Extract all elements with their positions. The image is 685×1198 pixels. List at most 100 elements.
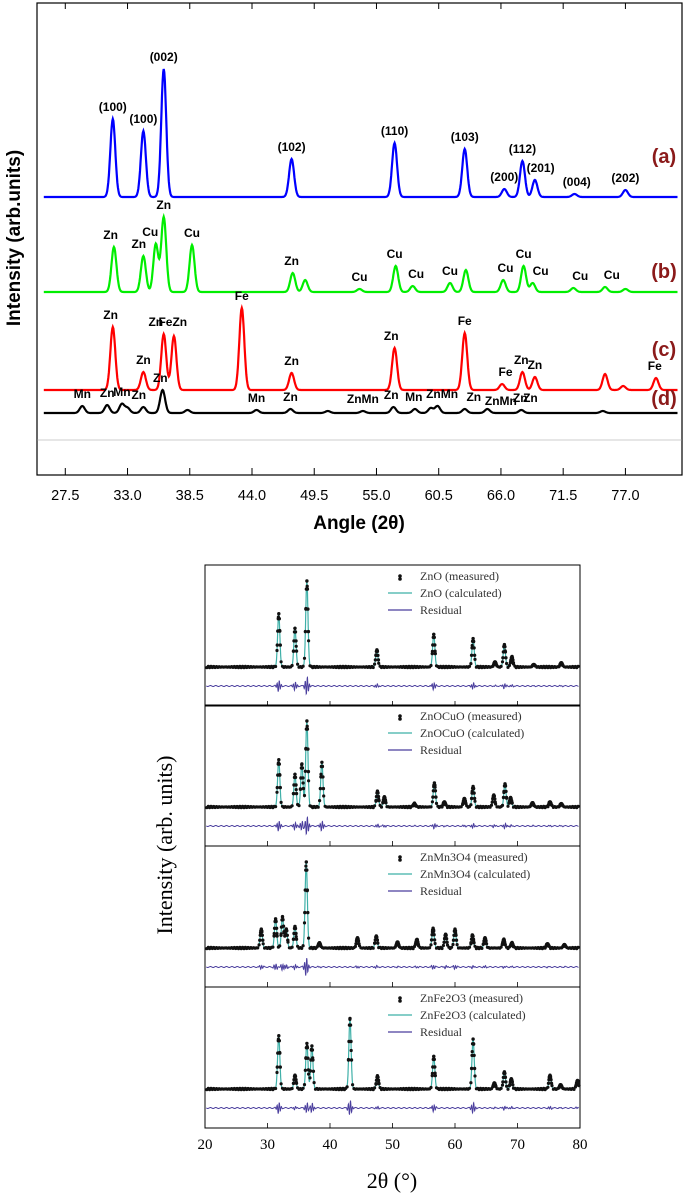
measured-point <box>303 629 308 634</box>
peak-label: Zn <box>466 390 481 404</box>
measured-point <box>277 758 281 762</box>
peak-label: Cu <box>604 268 620 282</box>
measured-point <box>433 649 437 653</box>
measured-point <box>481 942 486 946</box>
legend-measured-marker <box>398 996 402 1000</box>
legend-calculated-label: ZnO (calculated) <box>420 586 502 600</box>
measured-point <box>505 1084 509 1088</box>
measured-point <box>301 781 305 785</box>
measured-point <box>433 789 438 793</box>
measured-point <box>471 1037 475 1041</box>
measured-point <box>510 1080 514 1084</box>
legend-measured-marker <box>398 574 402 578</box>
measured-point <box>473 799 477 803</box>
measured-points <box>205 1016 581 1092</box>
peak-label: (103) <box>451 130 479 144</box>
measured-point <box>432 632 436 636</box>
measured-point <box>278 643 282 647</box>
measured-point <box>301 664 305 668</box>
peak-label: Cu <box>572 269 588 283</box>
measured-point <box>377 661 381 665</box>
peak-label: (110) <box>381 124 408 138</box>
measured-point <box>377 798 381 803</box>
measured-point <box>470 643 474 648</box>
peak-label: Zn <box>284 254 299 268</box>
measured-point <box>322 794 326 798</box>
peak-label: Zn <box>131 388 146 402</box>
measured-point <box>429 1085 433 1090</box>
legend-calculated-label: ZnMn3O4 (calculated) <box>420 867 530 881</box>
measured-point <box>576 664 580 669</box>
measured-point <box>274 805 278 809</box>
measured-point <box>560 1085 564 1089</box>
peak-label: (102) <box>278 140 306 154</box>
measured-point <box>503 1071 507 1076</box>
peak-label: (100) <box>99 100 127 114</box>
peak-label: Zn <box>136 353 151 367</box>
measured-point <box>305 1041 309 1046</box>
measured-point <box>429 938 434 942</box>
measured-point <box>533 664 537 668</box>
measured-point <box>451 942 455 947</box>
measured-point <box>472 653 477 657</box>
legend-measured-label: ZnOCuO (measured) <box>420 709 522 723</box>
measured-point <box>467 664 472 669</box>
measured-point <box>294 1081 299 1086</box>
measured-point <box>291 937 296 941</box>
measured-point <box>467 1086 472 1090</box>
peak-label: (100) <box>129 112 157 126</box>
measured-points <box>205 719 580 810</box>
measured-point <box>397 943 401 948</box>
measured-point <box>506 1087 510 1091</box>
measured-point <box>373 941 377 945</box>
residual-line <box>206 675 579 696</box>
measured-point <box>290 663 294 668</box>
series-line-3 <box>43 388 678 415</box>
measured-point <box>492 794 496 798</box>
measured-point <box>549 803 554 807</box>
measured-point <box>294 937 299 941</box>
measured-point <box>430 800 434 804</box>
series-letter: (b) <box>651 261 677 283</box>
measured-point <box>499 664 503 669</box>
measured-point <box>499 1086 503 1090</box>
measured-point <box>277 617 281 621</box>
top-chart-x-axis-label: Angle (2θ) <box>313 513 405 534</box>
measured-point <box>473 657 477 662</box>
measured-point <box>375 649 380 654</box>
measured-point <box>294 649 299 653</box>
peak-label: ZnMn <box>347 392 379 406</box>
measured-point <box>274 1086 278 1091</box>
measured-point <box>261 938 265 942</box>
measured-point <box>377 1082 381 1086</box>
measured-point <box>257 943 261 947</box>
measured-point <box>305 719 309 723</box>
measured-point <box>275 785 279 790</box>
x-tick-label: 71.5 <box>549 488 577 504</box>
measured-point <box>278 1065 282 1069</box>
measured-point <box>307 1072 311 1076</box>
peak-label: Zn <box>284 354 299 368</box>
measured-point <box>432 933 436 937</box>
measured-point <box>576 945 580 950</box>
measured-point <box>307 936 311 940</box>
measured-point <box>308 1069 313 1073</box>
measured-point <box>349 1039 353 1044</box>
measured-point <box>414 803 418 808</box>
measured-point <box>504 795 509 800</box>
measured-point <box>302 793 307 798</box>
measured-point <box>302 1083 307 1087</box>
measured-point <box>301 1086 305 1090</box>
peak-label: Zn <box>523 391 538 405</box>
measured-point <box>277 1034 281 1038</box>
peak-label: Mn <box>248 391 265 405</box>
peak-label: ZnMn <box>485 394 517 408</box>
measured-point <box>357 942 361 946</box>
measured-point <box>450 945 454 949</box>
x-tick-label: 40 <box>323 1137 338 1153</box>
peak-label: Fe <box>235 289 249 303</box>
legend: ZnO (measured) ZnO (calculated) Residual <box>388 569 502 617</box>
measured-point <box>494 663 499 667</box>
measured-point <box>346 1058 351 1062</box>
measured-point <box>493 800 497 804</box>
